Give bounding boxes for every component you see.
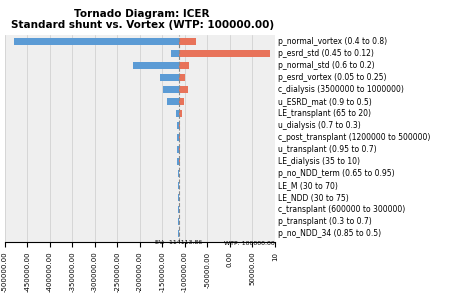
Bar — [172, 50, 179, 57]
Text: p_normal_vortex (0.4 to 0.8): p_normal_vortex (0.4 to 0.8) — [278, 37, 387, 46]
Bar — [179, 62, 189, 69]
Text: p_transplant (0.3 to 0.7): p_transplant (0.3 to 0.7) — [278, 217, 371, 226]
Bar — [179, 86, 188, 93]
Text: LE_transplant (65 to 20): LE_transplant (65 to 20) — [278, 109, 371, 118]
Text: u_transplant (0.95 to 0.7): u_transplant (0.95 to 0.7) — [278, 145, 376, 154]
Bar — [177, 158, 179, 165]
Text: EV: -114113.86: EV: -114113.86 — [155, 240, 202, 245]
Bar — [178, 170, 179, 177]
Bar — [133, 62, 179, 69]
Bar — [177, 145, 179, 153]
Text: u_dialysis (0.7 to 0.3): u_dialysis (0.7 to 0.3) — [278, 121, 360, 130]
Text: Tornado Diagram: ICER
Standard shunt vs. Vortex (WTP: 100000.00): Tornado Diagram: ICER Standard shunt vs.… — [10, 9, 274, 30]
Text: u_ESRD_mat (0.9 to 0.5): u_ESRD_mat (0.9 to 0.5) — [278, 97, 371, 106]
Bar — [179, 109, 182, 117]
Bar — [179, 98, 184, 105]
Bar — [160, 73, 179, 81]
Bar — [178, 181, 179, 189]
Bar — [179, 134, 180, 141]
Bar — [179, 73, 185, 81]
Text: p_esrd_vortex (0.05 to 0.25): p_esrd_vortex (0.05 to 0.25) — [278, 73, 386, 82]
Text: LE_M (30 to 70): LE_M (30 to 70) — [278, 181, 337, 190]
Bar — [179, 50, 270, 57]
Text: WTP: 100000.00: WTP: 100000.00 — [224, 241, 275, 246]
Text: p_no_NDD_34 (0.85 to 0.5): p_no_NDD_34 (0.85 to 0.5) — [278, 229, 381, 238]
Text: c_transplant (600000 to 300000): c_transplant (600000 to 300000) — [278, 205, 405, 214]
Bar — [14, 37, 179, 45]
Bar — [179, 145, 180, 153]
Text: LE_NDD (30 to 75): LE_NDD (30 to 75) — [278, 193, 348, 202]
Bar — [163, 86, 179, 93]
Text: p_normal_std (0.6 to 0.2): p_normal_std (0.6 to 0.2) — [278, 61, 374, 70]
Text: c_post_transplant (1200000 to 500000): c_post_transplant (1200000 to 500000) — [278, 133, 430, 142]
Text: LE_dialysis (35 to 10): LE_dialysis (35 to 10) — [278, 157, 360, 166]
Bar — [176, 109, 179, 117]
Text: p_esrd_std (0.45 to 0.12): p_esrd_std (0.45 to 0.12) — [278, 49, 374, 58]
Bar — [179, 37, 196, 45]
Text: p_no_NDD_term (0.65 to 0.95): p_no_NDD_term (0.65 to 0.95) — [278, 169, 394, 178]
Bar — [177, 122, 179, 129]
Bar — [179, 158, 180, 165]
Bar — [177, 134, 179, 141]
Bar — [167, 98, 179, 105]
Bar — [179, 122, 180, 129]
Text: c_dialysis (3500000 to 1000000): c_dialysis (3500000 to 1000000) — [278, 85, 403, 94]
